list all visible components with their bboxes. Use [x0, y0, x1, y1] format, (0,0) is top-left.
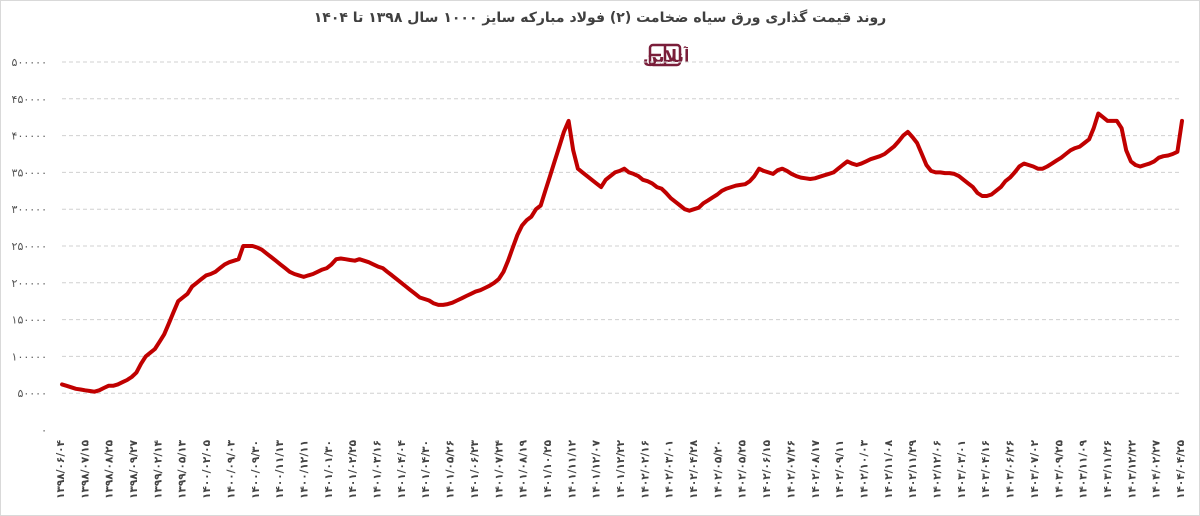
x-tick-label: ۱۴۰۰/۱۱/۱۳	[274, 439, 286, 499]
x-tick-label: ۱۴۰۱/۰۴/۳۰	[420, 440, 432, 499]
x-tick-label: ۱۴۰۱/۰۸/۱۹	[518, 439, 530, 499]
y-axis-ticks: ۰ ۵۰۰۰۰ ۱۰۰۰۰۰ ۱۵۰۰۰۰ ۲۰۰۰۰۰ ۲۵۰۰۰۰ ۳۰۰۰۰۰ ۳۵۰۰…	[12, 56, 47, 437]
logo-mark-icon	[648, 43, 682, 67]
x-tick-label: ۱۴۰۱/۰۲/۲۵	[347, 439, 359, 499]
brand-logo: آهن آنلاین	[643, 43, 688, 67]
series-line	[60, 111, 1184, 394]
y-tick-label: ۵۰۰۰۰	[17, 387, 47, 400]
gridlines	[62, 61, 1182, 394]
x-tick-label: ۱۴۰۳/۱۱/۰۹	[1078, 439, 1090, 499]
x-tick-label: ۱۴۰۰/۰۹/۰۳	[225, 439, 237, 499]
y-tick-label: ۴۵۰۰۰۰	[12, 93, 47, 106]
x-tick-label: ۱۴۰۲/۱۱/۰۸	[883, 439, 895, 499]
x-tick-label: ۱۴۰۲/۰۲/۱۶	[639, 440, 651, 499]
x-tick-label: ۱۴۰۱/۰۷/۲۴	[493, 439, 505, 499]
x-tick-label: ۱۴۰۲/۰۷/۲۶	[785, 440, 797, 499]
y-tick-label: ۵۰۰۰۰۰	[12, 56, 47, 69]
x-tick-label: ۱۴۰۱/۰۱/۳۰	[323, 440, 335, 499]
y-tick-label: ۴۰۰۰۰۰	[12, 130, 47, 143]
chart-title: روند قیمت گذاری ورق سیاه ضخامت (۲) فولاد…	[313, 10, 887, 26]
x-tick-label: ۱۳۹۹/۰۲/۱۴	[152, 439, 164, 499]
x-tick-label: ۱۴۰۰/۱۲/۱۱	[298, 440, 310, 499]
y-tick-label: ۱۰۰۰۰۰	[12, 350, 47, 363]
x-tick-label: ۱۴۰۳/۰۶/۲۶	[1005, 440, 1017, 499]
y-tick-label: ۰	[41, 424, 47, 437]
x-tick-label: ۱۴۰۳/۰۳/۰۱	[956, 440, 968, 499]
x-tick-label: ۱۴۰۱/۱۲/۰۷	[591, 439, 603, 499]
x-tick-label: ۱۴۰۲/۰۶/۱۵	[761, 439, 773, 499]
x-tick-label: ۱۴۰۲/۰۴/۲۸	[688, 439, 700, 499]
x-tick-label: ۱۴۰۲/۱۱/۲۹	[907, 439, 919, 499]
x-tick-label: ۱۴۰۰/۰۲/۰۵	[201, 439, 213, 499]
y-tick-label: ۲۵۰۰۰۰	[12, 240, 47, 253]
x-tick-label: ۱۴۰۴/۰۴/۲۵	[1175, 439, 1187, 499]
x-tick-label: ۱۴۰۰/۰۹/۳۰	[250, 440, 262, 499]
y-tick-label: ۲۰۰۰۰۰	[12, 277, 47, 290]
x-tick-label: ۱۴۰۲/۰۳/۰۱	[664, 440, 676, 499]
x-tick-label: ۱۴۰۱/۱۰/۲۵	[542, 439, 554, 499]
x-tick-label: ۱۴۰۱/۰۶/۲۳	[469, 439, 481, 499]
x-tick-label: ۱۴۰۳/۰۴/۱۶	[980, 440, 992, 499]
x-tick-label: ۱۴۰۳/۰۷/۰۲	[1029, 439, 1041, 499]
x-tick-label: ۱۴۰۴/۰۲/۲۷	[1151, 439, 1163, 499]
x-tick-label: ۱۴۰۱/۰۴/۰۴	[396, 439, 408, 499]
x-tick-label: ۱۴۰۱/۰۵/۲۶	[445, 440, 457, 499]
x-tick-label: ۱۴۰۲/۰۹/۱۱	[834, 440, 846, 499]
x-tick-label: ۱۴۰۲/۱۲/۰۶	[932, 440, 944, 499]
x-tick-label: ۱۴۰۲/۰۵/۲۰	[712, 440, 724, 499]
x-tick-label: ۱۴۰۳/۱۱/۲۶	[1102, 440, 1114, 499]
x-tick-label: ۱۴۰۲/۰۸/۱۷	[810, 439, 822, 499]
y-tick-label: ۳۵۰۰۰۰	[12, 166, 47, 179]
x-tick-label: ۱۴۰۲/۰۵/۲۵	[737, 439, 749, 499]
y-tick-label: ۱۵۰۰۰۰	[12, 314, 47, 327]
x-tick-label: ۱۴۰۱/۰۳/۱۶	[372, 440, 384, 499]
x-tick-label: ۱۴۰۱/۱۲/۲۲	[615, 439, 627, 499]
x-tick-label: ۱۴۰۳/۰۹/۲۵	[1053, 439, 1065, 499]
x-tick-label: ۱۳۹۸/۰۸/۲۵	[104, 439, 116, 499]
y-tick-label: ۳۰۰۰۰۰	[12, 203, 47, 216]
x-tick-label: ۱۴۰۲/۱۰/۰۳	[858, 439, 870, 499]
x-tick-label: ۱۳۹۹/۰۵/۱۳	[177, 439, 189, 499]
x-tick-label: ۱۳۹۸/۰۹/۲۷	[128, 439, 140, 499]
x-tick-label: ۱۳۹۸/۰۶/۰۴	[55, 439, 67, 499]
x-tick-label: ۱۳۹۸/۰۷/۱۵	[79, 439, 91, 499]
x-tick-label: ۱۴۰۱/۱۱/۱۲	[566, 439, 578, 499]
x-axis-ticks: ۱۳۹۸/۰۶/۰۴ ۱۳۹۸/۰۷/۱۵ ۱۳۹۸/۰۸/۲۵ ۱۳۹۸/۰۹/۲۷…	[55, 439, 1187, 499]
x-tick-label: ۱۴۰۳/۱۲/۲۲	[1126, 439, 1138, 499]
